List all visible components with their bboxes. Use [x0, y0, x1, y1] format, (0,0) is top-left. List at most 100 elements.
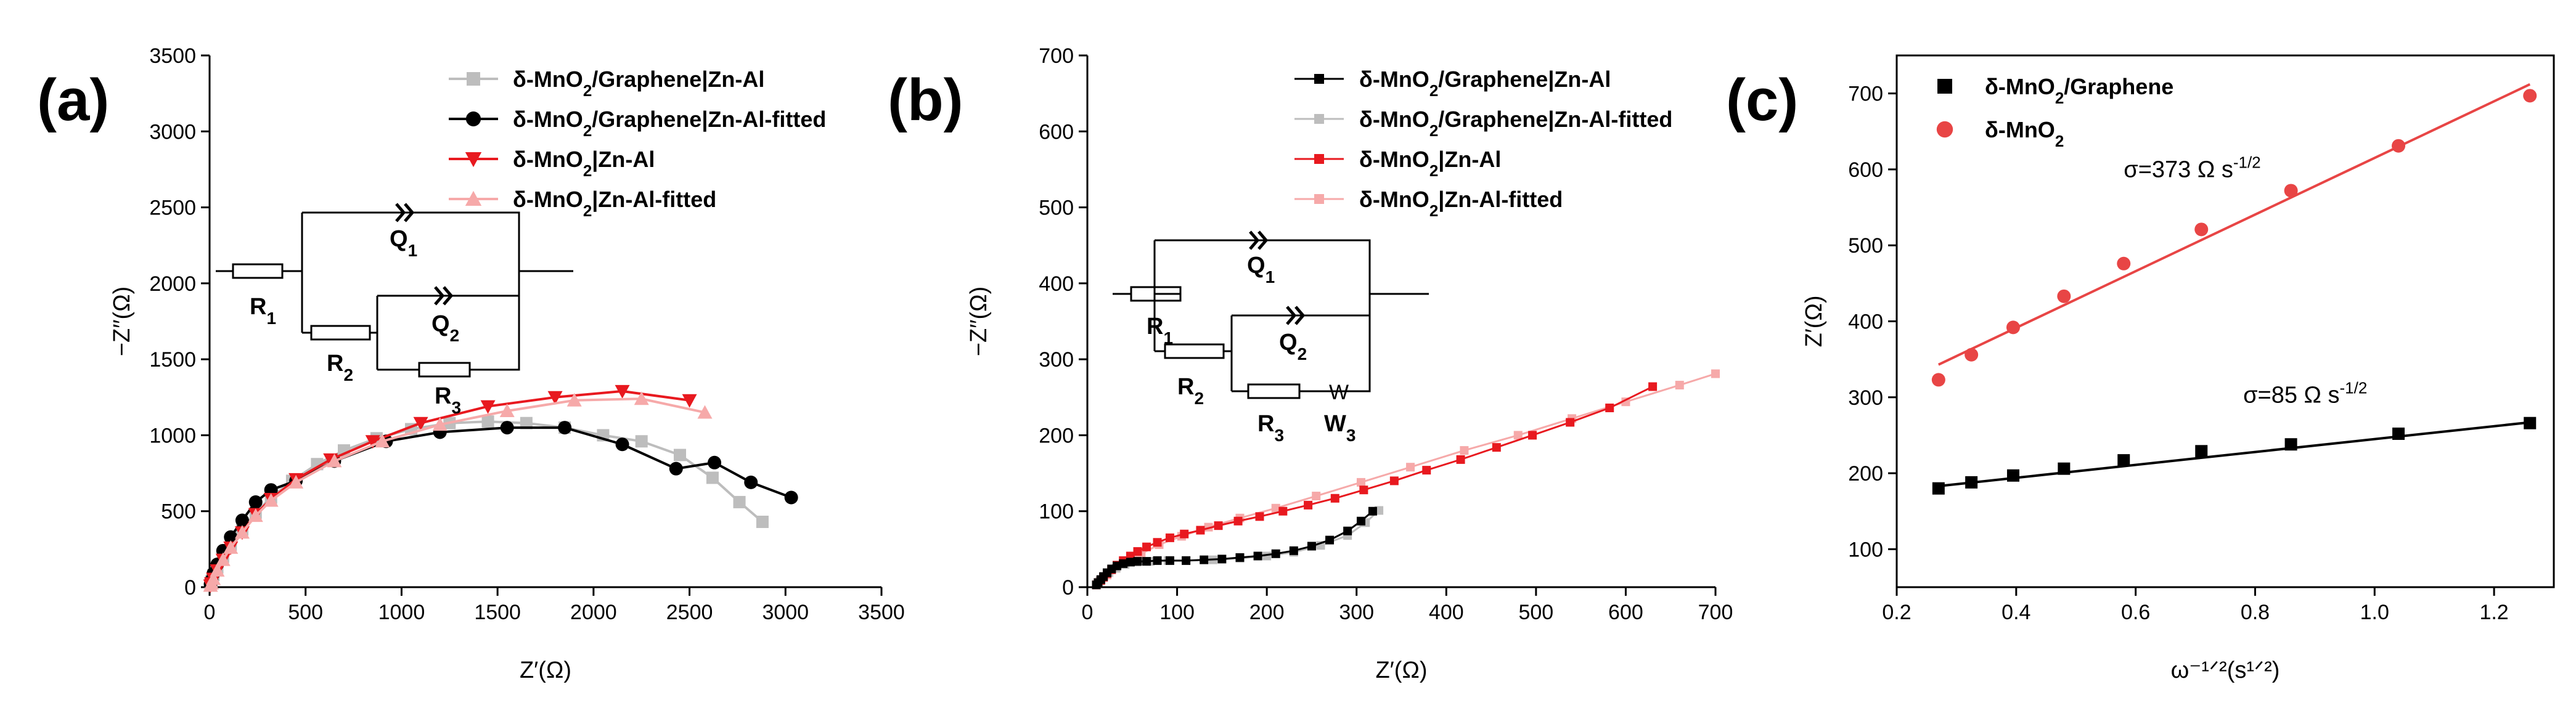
legend-label: δ-MnO2|Zn-Al	[1359, 147, 1501, 180]
data-point	[2057, 289, 2071, 303]
data-point	[499, 403, 515, 417]
x-axis-label: ω⁻¹ᐟ²(s¹ᐟ²)	[2171, 657, 2280, 683]
data-point	[733, 495, 746, 508]
resistor-r3	[418, 362, 471, 378]
data-point	[615, 437, 629, 452]
y-tick-label: 100	[1039, 500, 1074, 524]
data-point	[1278, 506, 1288, 516]
data-point	[500, 421, 514, 435]
label-q2: Q2	[431, 311, 459, 345]
data-point	[1142, 557, 1151, 566]
data-point	[288, 474, 304, 489]
panel-label: (b)	[888, 67, 963, 133]
y-tick-label: 500	[1848, 234, 1883, 258]
data-point	[1675, 381, 1684, 390]
data-point	[2195, 445, 2208, 458]
data-point	[1389, 476, 1399, 486]
label-r3: R3	[1257, 411, 1284, 445]
y-tick-label: 0	[1062, 576, 1074, 599]
x-tick-label: 700	[1698, 601, 1733, 624]
data-point	[1648, 382, 1658, 391]
x-tick-label: 0.6	[2121, 601, 2150, 624]
x-tick-label: 1000	[378, 601, 425, 624]
cpe-q1	[395, 203, 415, 222]
data-point	[1182, 556, 1191, 565]
legend-label: δ-MnO2|Zn-Al	[513, 147, 655, 180]
x-tick-label: 500	[1518, 601, 1553, 624]
data-point	[248, 508, 263, 522]
data-point	[1133, 547, 1142, 556]
y-tick-label: 400	[1848, 311, 1883, 334]
y-tick-label: 700	[1039, 44, 1074, 68]
label-r3: R3	[435, 383, 461, 417]
y-tick-label: 3500	[149, 44, 196, 68]
x-tick-label: 2000	[570, 601, 617, 624]
x-axis-label: Z′(Ω)	[1375, 657, 1427, 683]
data-point	[1153, 538, 1162, 547]
resistor-r1	[232, 263, 284, 279]
x-tick-label: 1500	[474, 601, 521, 624]
data-point	[1119, 559, 1128, 568]
data-point	[1605, 404, 1614, 413]
y-tick-label: 1500	[149, 348, 196, 372]
data-point	[1528, 431, 1537, 440]
x-tick-label: 600	[1608, 601, 1643, 624]
y-tick-label: 100	[1848, 538, 1883, 561]
data-point	[234, 525, 250, 539]
data-point	[1255, 512, 1264, 521]
x-tick-label: 0	[204, 601, 216, 624]
data-point	[1932, 482, 1945, 495]
data-point	[1931, 373, 1945, 387]
legend-label: δ-MnO2/Graphene|Zn-Al-fitted	[1359, 107, 1672, 140]
circuit-wire	[282, 211, 573, 333]
label-q1: Q1	[1247, 253, 1275, 286]
data-point	[1180, 529, 1189, 538]
x-tick-label: 0.4	[2002, 601, 2030, 624]
data-point	[481, 415, 494, 428]
cpe-q2	[1286, 306, 1306, 325]
data-point	[2284, 438, 2297, 451]
legend-label: δ-MnO2/Graphene|Zn-Al-fitted	[513, 107, 826, 140]
legend-label: δ-MnO2|Zn-Al-fitted	[513, 187, 716, 220]
resistor-r2	[1164, 343, 1225, 359]
data-point	[1196, 526, 1205, 535]
legend-label: δ-MnO2	[1985, 117, 2064, 150]
legend-marker	[1936, 121, 1953, 138]
resistor-r3	[1247, 383, 1301, 399]
x-tick-label: 500	[288, 601, 323, 624]
data-point	[1165, 533, 1174, 542]
data-point	[248, 495, 263, 509]
y-axis-label: −Z′′(Ω)	[966, 286, 992, 356]
data-point	[1325, 535, 1335, 545]
data-point	[784, 490, 798, 505]
data-point	[2194, 222, 2209, 237]
data-point	[1126, 558, 1135, 567]
data-point	[1200, 555, 1209, 564]
panel-c: (c) 0.2 0.4 0.6 0.8 1.0 1.2 100 200 300 400 500 600 7…	[1726, 54, 2555, 683]
y-axis-label: Z′(Ω)	[1801, 295, 1827, 347]
data-point	[674, 449, 686, 461]
data-point	[1142, 542, 1151, 551]
x-tick-label: 3000	[762, 601, 809, 624]
legend-marker	[465, 190, 482, 206]
data-point	[1253, 551, 1262, 561]
data-point	[1271, 503, 1280, 513]
y-axis-label: −Z′′(Ω)	[109, 286, 135, 356]
data-point	[615, 384, 630, 399]
data-point	[634, 391, 649, 405]
y-tick-label: 600	[1848, 158, 1883, 182]
fit-line	[1938, 421, 2530, 488]
data-point	[2117, 454, 2130, 467]
label-r1: R1	[250, 294, 276, 328]
data-point	[2006, 469, 2019, 482]
cpe-q1	[1249, 230, 1269, 250]
y-tick-label: 3000	[149, 120, 196, 144]
legend-label: δ-MnO2/Graphene|Zn-Al	[513, 67, 764, 100]
y-tick-label: 2000	[149, 272, 196, 296]
data-point	[1711, 369, 1720, 378]
data-point	[669, 461, 683, 476]
panel-label: (a)	[37, 67, 109, 133]
data-point	[1312, 492, 1321, 501]
legend-marker	[1937, 79, 1952, 94]
y-tick-label: 1000	[149, 424, 196, 447]
